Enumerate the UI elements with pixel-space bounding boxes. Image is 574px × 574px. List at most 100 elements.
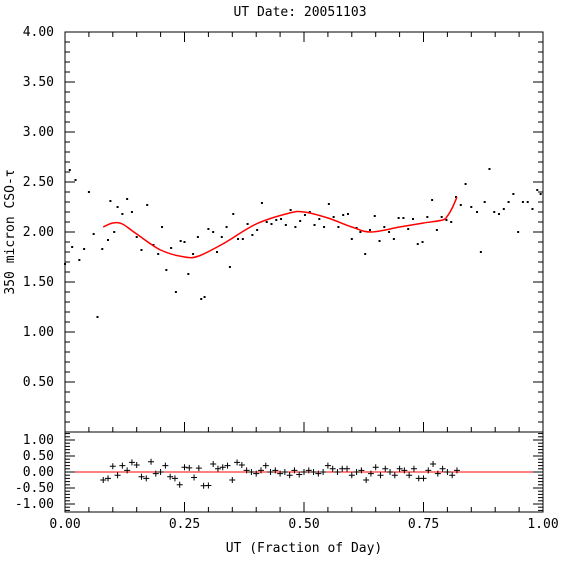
data-point	[68, 169, 71, 171]
data-point	[337, 226, 340, 228]
data-point	[116, 206, 119, 208]
x-tick-label: 0.25	[169, 517, 200, 532]
residual-point	[305, 467, 312, 474]
data-point	[140, 249, 143, 251]
data-point	[71, 246, 74, 248]
data-point	[256, 229, 259, 231]
residual-point	[329, 465, 336, 472]
residual-point	[377, 472, 384, 479]
x-tick-label: 0.75	[408, 517, 439, 532]
data-point	[378, 240, 381, 242]
data-point	[407, 228, 410, 230]
residual-point	[138, 473, 145, 480]
residual-point	[420, 475, 427, 482]
residual-point	[382, 465, 389, 472]
data-point	[411, 218, 414, 220]
residual-point	[219, 464, 226, 471]
data-point	[265, 221, 268, 223]
data-point	[498, 213, 501, 215]
data-point	[421, 241, 424, 243]
data-point	[121, 213, 124, 215]
fit-curve	[102, 196, 458, 259]
residual-point	[214, 465, 221, 472]
residual-y-tick-label: -0.50	[15, 481, 54, 496]
residual-point	[291, 467, 298, 474]
residual-y-tick-label: 0.00	[23, 465, 54, 480]
data-point	[232, 213, 235, 215]
data-point	[196, 236, 199, 238]
residual-point	[324, 462, 331, 469]
residual-point	[372, 464, 379, 471]
data-point	[64, 263, 66, 265]
data-point	[179, 240, 182, 242]
data-point	[308, 211, 311, 213]
y-tick-label: 2.50	[23, 175, 54, 190]
data-point	[435, 229, 438, 231]
data-point	[373, 215, 376, 217]
data-point	[303, 214, 306, 216]
residual-point	[262, 462, 269, 469]
data-point	[165, 269, 168, 271]
data-point	[174, 291, 177, 293]
residual-point	[191, 474, 198, 481]
data-point	[350, 238, 353, 240]
data-point	[113, 231, 116, 233]
data-point	[479, 251, 482, 253]
y-tick-label: 1.50	[23, 275, 54, 290]
residual-point	[344, 465, 351, 472]
data-point	[126, 198, 129, 200]
data-point	[87, 191, 90, 193]
data-point	[294, 226, 297, 228]
residual-point	[248, 469, 255, 475]
residual-point	[109, 463, 116, 470]
data-point	[135, 236, 138, 238]
top-panel-frame	[64, 31, 544, 433]
residual-point	[434, 470, 441, 477]
residual-point	[234, 459, 241, 466]
residual-point	[100, 477, 107, 483]
residual-point	[152, 470, 159, 477]
residual-points	[100, 458, 460, 489]
x-axis-ticks: 0.00 0.25 0.50 0.75 1.00	[49, 32, 559, 532]
residual-point	[286, 472, 293, 479]
data-point	[426, 216, 429, 218]
data-point	[78, 259, 81, 261]
data-point	[146, 204, 149, 206]
residual-point	[406, 472, 413, 479]
data-point	[225, 226, 228, 228]
residual-point	[157, 469, 164, 475]
residual-point	[301, 469, 307, 475]
data-point	[397, 217, 400, 219]
residual-point	[358, 467, 365, 474]
data-point	[455, 196, 458, 198]
data-point	[364, 253, 367, 255]
residual-point	[310, 469, 317, 475]
residual-point	[143, 475, 150, 482]
y-tick-label: 3.00	[23, 125, 54, 140]
data-point	[459, 204, 462, 206]
residual-point	[439, 465, 446, 472]
data-point	[464, 183, 467, 185]
data-point	[392, 238, 395, 240]
data-point	[502, 208, 505, 210]
y-tick-label: 4.00	[23, 25, 54, 40]
bottom-panel: -1.00-0.500.000.501.00	[15, 431, 544, 513]
residual-point	[238, 461, 245, 468]
residual-point	[243, 467, 250, 474]
residual-point	[257, 467, 264, 474]
data-point	[526, 201, 529, 203]
residual-point	[401, 467, 408, 474]
bottom-panel-ticks: -1.00-0.500.000.501.00	[15, 433, 543, 512]
data-point	[270, 223, 273, 225]
data-point	[200, 298, 203, 300]
residual-point	[124, 467, 131, 474]
data-point	[388, 231, 391, 233]
residual-point	[176, 481, 183, 488]
residual-point	[195, 465, 202, 472]
tau-points	[64, 168, 542, 318]
x-tick-label: 0.00	[49, 517, 80, 532]
data-point	[332, 216, 335, 218]
data-point	[192, 253, 195, 255]
residual-point	[444, 469, 451, 475]
residual-point	[453, 467, 460, 474]
